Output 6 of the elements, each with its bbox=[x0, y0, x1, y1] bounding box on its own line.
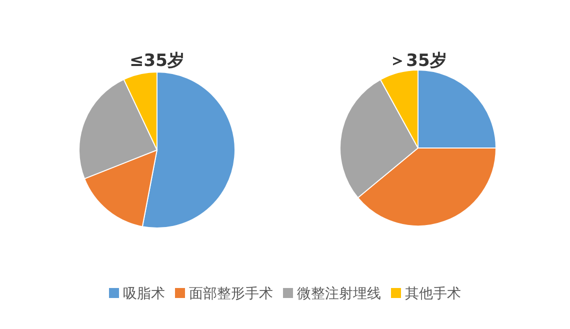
legend-label: 其他手术 bbox=[405, 286, 461, 302]
slice-label: ＞35岁 bbox=[389, 51, 447, 71]
slice-label: ≤35岁 bbox=[130, 51, 184, 71]
legend-label: 面部整形手术 bbox=[189, 286, 273, 302]
legend-label: 微整注射埋线 bbox=[297, 286, 381, 302]
legend-label: 吸脂术 bbox=[123, 286, 165, 302]
